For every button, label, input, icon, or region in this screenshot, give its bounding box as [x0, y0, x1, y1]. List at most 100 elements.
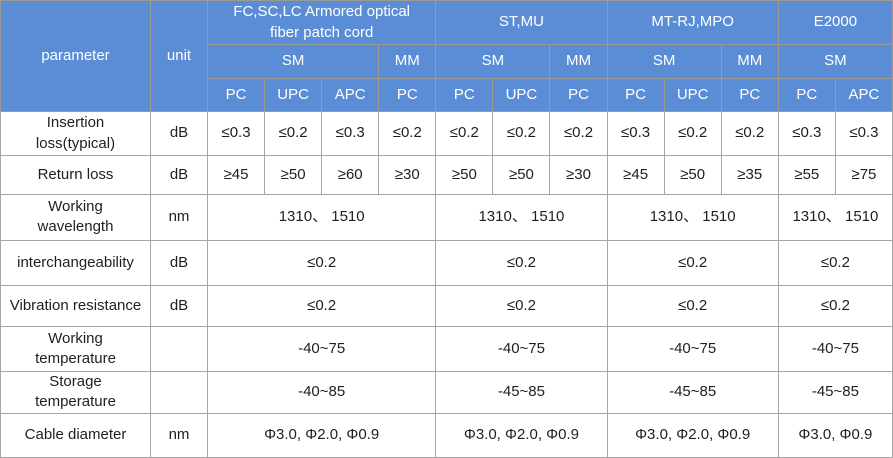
mode-header-mm: MM: [549, 44, 608, 79]
parameter-cell: Cable diameter: [0, 412, 151, 458]
polish-header: PC: [435, 78, 494, 112]
polish-header: UPC: [264, 78, 323, 112]
value-cell: 1310、 1510: [777, 194, 893, 241]
header-cell-parameter: parameter: [0, 0, 151, 112]
header-row-modes: SM MM SM MM SM MM SM: [1, 44, 893, 79]
group-header-e2000: E2000: [777, 0, 893, 45]
unit-cell: nm: [150, 412, 208, 458]
value-cell: ≥55: [777, 155, 836, 196]
value-cell: ≤0.2: [663, 110, 722, 157]
value-cell: ≥45: [606, 155, 665, 196]
value-cell: ≤0.2: [378, 110, 437, 157]
unit-cell: dB: [150, 110, 208, 157]
value-cell: ≤0.3: [777, 110, 836, 157]
mode-header-sm: SM: [206, 44, 380, 79]
value-cell: ≤0.2: [435, 284, 608, 327]
row-insertion-loss: Insertion loss(typical) dB ≤0.3 ≤0.2 ≤0.…: [0, 110, 893, 157]
value-cell: Φ3.0, Φ0.9: [777, 412, 893, 458]
value-cell: ≥75: [834, 155, 893, 196]
mode-header-sm: SM: [777, 44, 893, 79]
mode-header-mm: MM: [720, 44, 779, 79]
polish-header: APC: [834, 78, 893, 112]
value-cell: ≤0.2: [777, 284, 893, 327]
value-cell: 1310、 1510: [435, 194, 608, 241]
mode-header-sm: SM: [435, 44, 551, 79]
header-row-polish: PC UPC APC PC PC UPC PC PC UPC PC PC APC: [1, 78, 893, 112]
polish-header: PC: [606, 78, 665, 112]
polish-header: PC: [549, 78, 608, 112]
row-return-loss: Return loss dB ≥45 ≥50 ≥60 ≥30 ≥50 ≥50 ≥…: [0, 155, 893, 196]
value-cell: ≥60: [321, 155, 380, 196]
value-cell: Φ3.0, Φ2.0, Φ0.9: [606, 412, 779, 458]
value-cell: ≥30: [549, 155, 608, 196]
value-cell: -45~85: [606, 371, 779, 414]
unit-cell: [150, 371, 208, 414]
value-cell: -40~75: [606, 325, 779, 373]
value-cell: 1310、 1510: [206, 194, 437, 241]
value-cell: Φ3.0, Φ2.0, Φ0.9: [206, 412, 437, 458]
group-header-mtrj-mpo: MT-RJ,MPO: [606, 0, 779, 45]
parameter-cell: interchangeability: [0, 239, 151, 286]
header-cell-unit: unit: [150, 0, 208, 112]
value-cell: ≥50: [492, 155, 551, 196]
value-cell: ≤0.2: [264, 110, 323, 157]
value-cell: ≥50: [435, 155, 494, 196]
parameter-cell: Vibration resistance: [0, 284, 151, 327]
mode-header-mm: MM: [378, 44, 437, 79]
unit-cell: nm: [150, 194, 208, 241]
polish-header: PC: [378, 78, 437, 112]
value-cell: ≤0.2: [777, 239, 893, 286]
parameter-cell: Storage temperature: [0, 371, 151, 414]
value-cell: ≥50: [663, 155, 722, 196]
value-cell: ≤0.3: [321, 110, 380, 157]
polish-header: PC: [720, 78, 779, 112]
value-cell: ≥50: [264, 155, 323, 196]
polish-header: UPC: [492, 78, 551, 112]
value-cell: ≤0.3: [206, 110, 266, 157]
polish-header: APC: [321, 78, 380, 112]
value-cell: ≤0.2: [492, 110, 551, 157]
row-storage-temperature: Storage temperature -40~85 -45~85 -45~85…: [0, 371, 893, 414]
parameter-cell: Insertion loss(typical): [0, 110, 151, 157]
header-row-groups: parameter unit FC,SC,LC Armored optical …: [0, 0, 893, 112]
group-header-fc-sc-lc: FC,SC,LC Armored optical fiber patch cor…: [206, 0, 437, 45]
mode-header-sm: SM: [606, 44, 722, 79]
polish-header: PC: [777, 78, 836, 112]
value-cell: ≤0.2: [606, 284, 779, 327]
value-cell: ≥35: [720, 155, 779, 196]
parameter-cell: Working wavelength: [0, 194, 151, 241]
value-cell: ≤0.2: [549, 110, 608, 157]
value-cell: -45~85: [777, 371, 893, 414]
value-cell: ≤0.3: [606, 110, 665, 157]
polish-header: PC: [206, 78, 266, 112]
value-cell: ≥30: [378, 155, 437, 196]
value-cell: -40~75: [206, 325, 437, 373]
value-cell: ≤0.2: [606, 239, 779, 286]
value-cell: ≤0.3: [834, 110, 893, 157]
value-cell: -40~85: [206, 371, 437, 414]
value-cell: ≤0.2: [435, 239, 608, 286]
group-header-st-mu: ST,MU: [435, 0, 608, 45]
value-cell: ≤0.2: [206, 239, 437, 286]
value-cell: 1310、 1510: [606, 194, 779, 241]
value-cell: ≤0.2: [435, 110, 494, 157]
value-cell: ≥45: [206, 155, 266, 196]
row-interchangeability: interchangeability dB ≤0.2 ≤0.2 ≤0.2 ≤0.…: [0, 239, 893, 286]
value-cell: -40~75: [435, 325, 608, 373]
parameter-cell: Working temperature: [0, 325, 151, 373]
value-cell: -40~75: [777, 325, 893, 373]
row-working-wavelength: Working wavelength nm 1310、 1510 1310、 1…: [0, 194, 893, 241]
unit-cell: [150, 325, 208, 373]
unit-cell: dB: [150, 155, 208, 196]
value-cell: -45~85: [435, 371, 608, 414]
polish-header: UPC: [663, 78, 722, 112]
unit-cell: dB: [150, 284, 208, 327]
value-cell: Φ3.0, Φ2.0, Φ0.9: [435, 412, 608, 458]
row-cable-diameter: Cable diameter nm Φ3.0, Φ2.0, Φ0.9 Φ3.0,…: [0, 412, 893, 458]
value-cell: ≤0.2: [206, 284, 437, 327]
value-cell: ≤0.2: [720, 110, 779, 157]
row-vibration-resistance: Vibration resistance dB ≤0.2 ≤0.2 ≤0.2 ≤…: [0, 284, 893, 327]
unit-cell: dB: [150, 239, 208, 286]
